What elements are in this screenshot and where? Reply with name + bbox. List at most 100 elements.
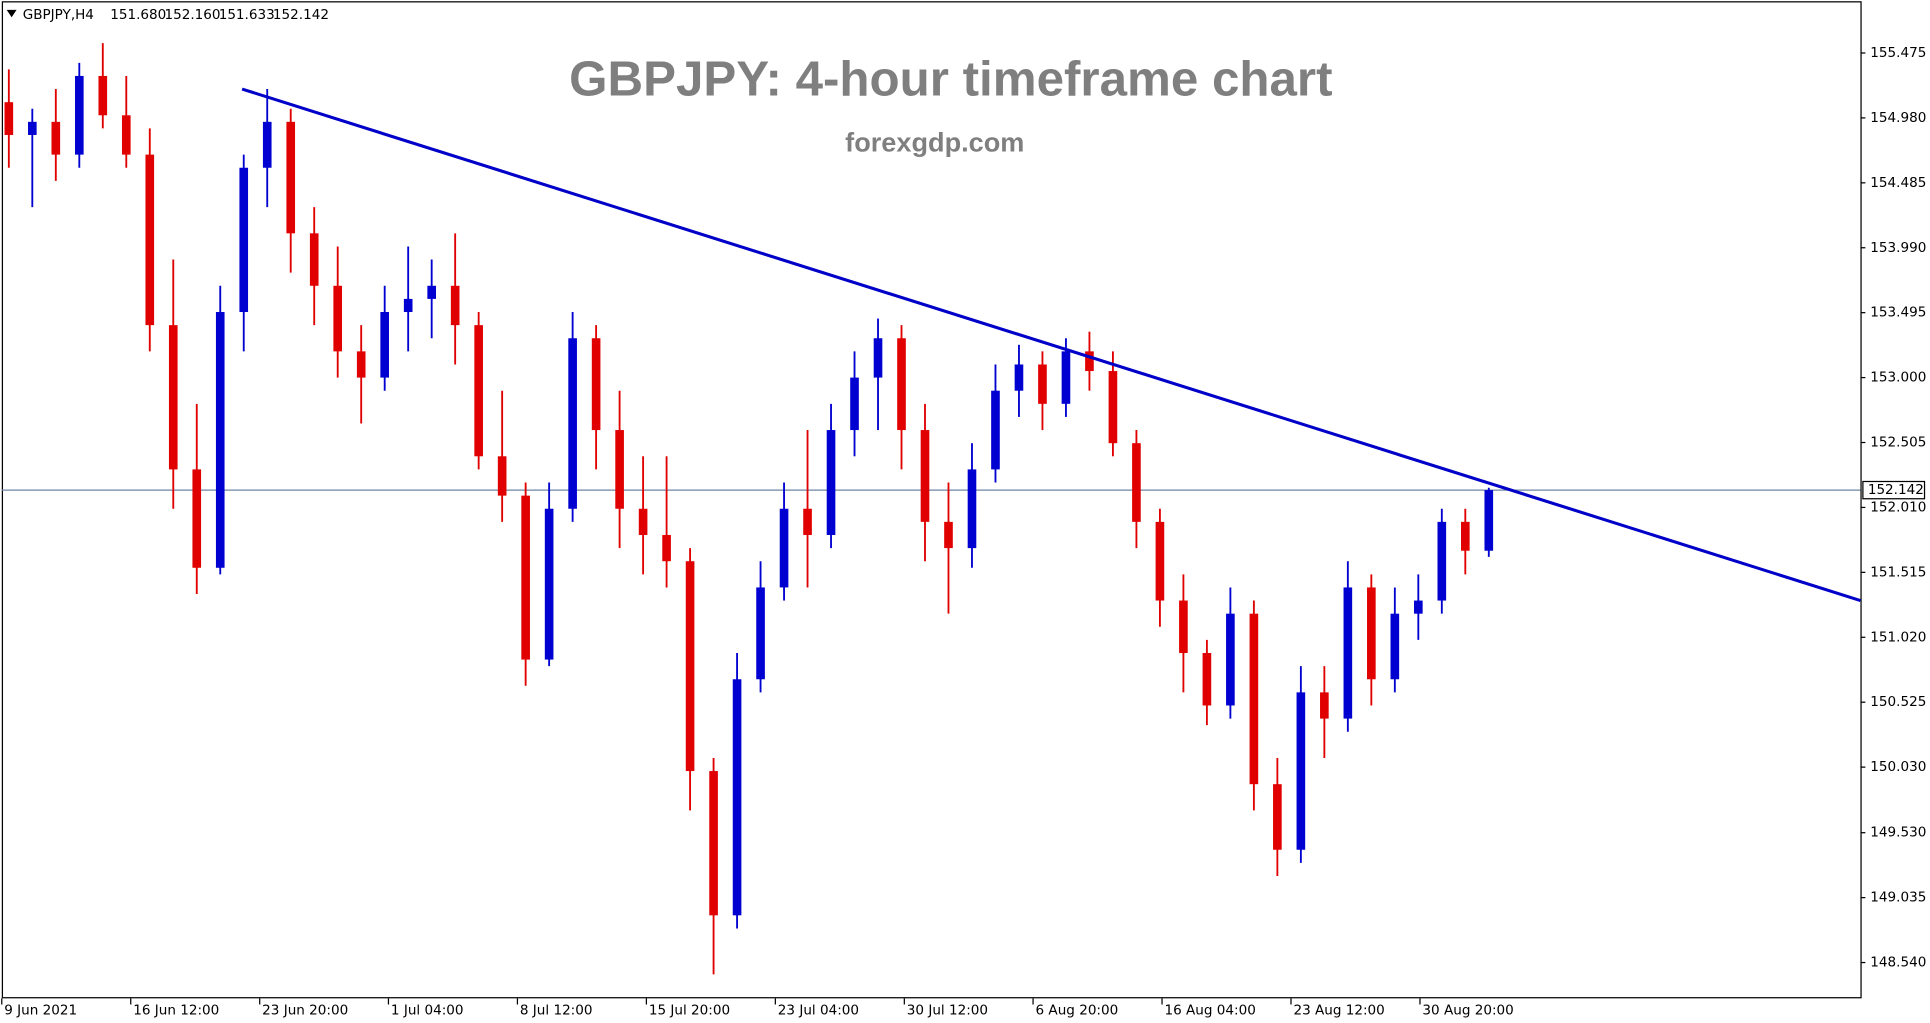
candle-body [450,285,460,326]
x-tick-label: 8 Jul 12:00 [520,1003,593,1019]
candle-body [1226,613,1235,706]
x-tick-label: 9 Jun 2021 [4,1003,77,1019]
x-tick-label: 16 Jun 12:00 [133,1003,219,1019]
x-tick-label: 30 Aug 20:00 [1422,1003,1513,1019]
symbol-label: GBPJPY,H4 [23,7,94,23]
y-tick-label: 149.035 [1870,890,1926,906]
candle-body [1367,587,1376,680]
candle-body [262,121,272,168]
candle-body [850,377,859,431]
plot: 151.680152.160151.633152.142155.475154.9… [1,7,1926,1019]
candle-body [685,561,695,772]
candle-body [1320,692,1329,719]
candle-body [615,430,624,509]
header-ohlc: 151.633 [219,7,275,23]
candle-body [121,115,131,155]
candle-body [333,285,343,352]
current-price-box [1862,480,1926,500]
candle-body [1155,521,1165,601]
x-tick-label: 30 Jul 12:00 [907,1003,988,1019]
candle-body [168,325,178,470]
candle-body [4,102,14,135]
candle-body [1437,521,1447,601]
x-tick-label: 15 Jul 20:00 [649,1003,730,1019]
candle-body [74,75,84,155]
candle-body [1038,364,1047,404]
candle-body [756,587,765,680]
candle-body [1343,587,1353,719]
candle-body [591,338,601,431]
candle-body [1249,613,1259,785]
candle-body [497,456,507,496]
candle-body [286,121,296,234]
candle-body [51,121,61,155]
candle-body [1273,784,1282,850]
y-tick-label: 152.505 [1870,435,1926,451]
candle-body [1085,351,1094,372]
chart-subtitle: forexgdp.com [845,126,1024,157]
candle-body [1390,613,1400,680]
y-tick-label: 154.485 [1870,175,1926,191]
header-ohlc: 151.680 [110,7,166,23]
candle-body [1179,600,1188,654]
y-tick-label: 151.515 [1870,564,1926,580]
candle-body [427,285,436,299]
candle-body [568,338,577,509]
current-price-label: 152.142 [1868,482,1924,498]
trendline [241,87,1861,603]
candle-body [1061,351,1071,404]
candle-body [544,508,554,660]
candle-body [309,233,319,286]
y-tick-label: 150.030 [1870,759,1926,775]
candle-body [192,469,202,568]
candle-body [897,338,906,431]
candle-body [239,167,249,313]
y-tick-label: 152.010 [1870,499,1926,515]
candle-body [944,521,953,549]
candle-body [638,508,648,535]
y-tick-label: 150.525 [1870,694,1926,710]
candle-body [1132,443,1141,522]
candle-body [28,121,37,135]
candle-body [662,534,671,562]
y-tick-label: 149.530 [1870,825,1926,841]
candle-body [474,325,483,457]
chart-title: GBPJPY: 4-hour timeframe chart [569,52,1332,107]
candle-body [920,430,930,522]
x-tick-label: 1 Jul 04:00 [391,1003,464,1019]
plot-frame [1,1,1862,999]
candle-body [403,298,413,313]
candle-body [356,351,366,378]
candle-body [145,154,155,326]
y-tick-label: 153.990 [1870,240,1926,256]
candle-body [1296,692,1306,850]
candle-body [98,75,108,116]
candle-body [826,430,836,535]
x-tick-label: 23 Aug 12:00 [1293,1003,1384,1019]
candle-body [1484,490,1494,551]
candle-body [991,390,1000,470]
candle-body [1460,521,1470,551]
y-tick-label: 151.020 [1870,629,1926,645]
header-ohlc: 152.142 [273,7,329,23]
candle-body [1108,371,1118,444]
candle-body [380,312,390,378]
candle-body [967,469,977,549]
candle-body [779,508,789,588]
menu-icon[interactable] [6,9,17,18]
y-tick-label: 154.980 [1870,110,1926,126]
x-tick-label: 23 Jul 04:00 [778,1003,859,1019]
candle-body [803,508,812,535]
y-tick-label: 153.000 [1870,370,1926,386]
y-tick-label: 153.495 [1870,305,1926,321]
candle-body [1014,364,1024,391]
x-tick-label: 6 Aug 20:00 [1036,1003,1119,1019]
header-ohlc: 152.160 [164,7,220,23]
candle-body [709,771,718,916]
candle-body [873,338,883,378]
candle-body [215,312,225,568]
x-tick-label: 23 Jun 20:00 [262,1003,348,1019]
